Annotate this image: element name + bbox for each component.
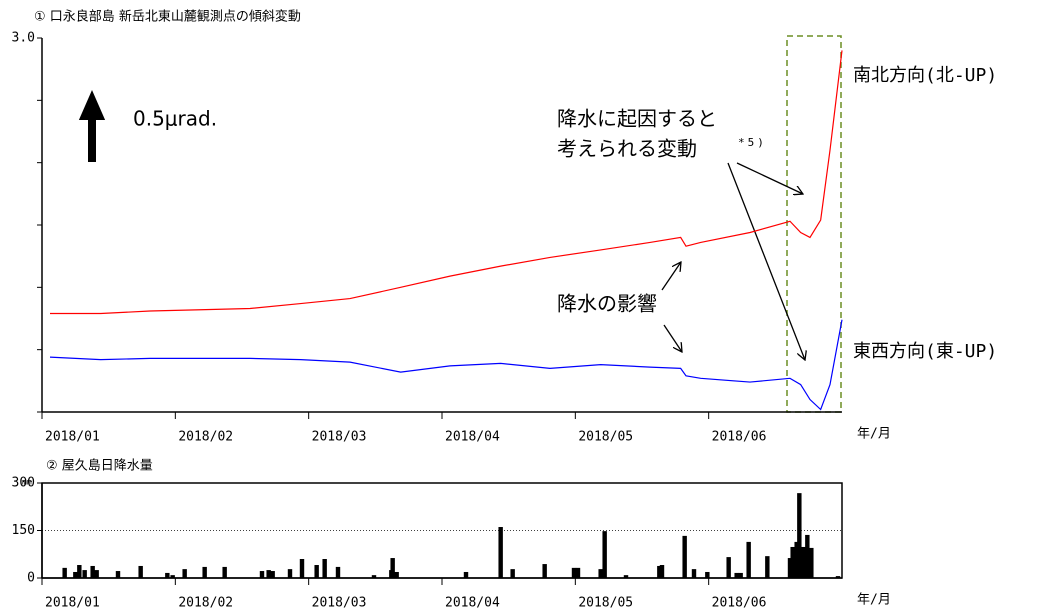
bar	[371, 575, 377, 578]
bar	[270, 571, 275, 578]
bar	[682, 535, 687, 578]
x-tick-label: 2018/01	[45, 596, 100, 610]
bar	[575, 567, 581, 578]
bar	[797, 493, 802, 578]
chart-title: ① 口永良部島 新岳北東山麓観測点の傾斜変動	[34, 9, 301, 25]
bar	[510, 569, 515, 578]
bar	[691, 569, 697, 578]
bar	[787, 558, 793, 578]
bar	[170, 575, 175, 578]
bar	[390, 558, 395, 578]
bar	[73, 571, 78, 578]
bar	[82, 570, 87, 578]
x-tick-label: 2018/02	[178, 596, 233, 610]
plot-frame	[41, 482, 843, 579]
bar	[705, 571, 710, 578]
bar	[657, 565, 662, 578]
annotation: *5)	[738, 136, 767, 149]
x-tick-label: 2018/06	[712, 596, 767, 610]
annotation-arrow	[736, 162, 803, 194]
annotation: 考えられる変動	[557, 137, 697, 161]
bar	[805, 534, 810, 578]
x-tick-label: 2018/04	[445, 430, 500, 445]
bar	[602, 531, 607, 578]
bar	[94, 570, 99, 578]
bar	[801, 546, 806, 578]
bar	[266, 570, 271, 578]
x-tick-label: 2018/05	[578, 430, 633, 445]
bar	[335, 566, 341, 578]
x-axis-label: 年/月	[857, 427, 891, 442]
bar	[726, 557, 731, 578]
x-tick-label: 2018/04	[445, 596, 500, 610]
unit-label: mm	[22, 478, 32, 487]
bar	[794, 541, 799, 578]
bar	[790, 546, 795, 578]
bar	[746, 541, 751, 578]
bar	[138, 565, 143, 578]
bar	[394, 571, 399, 578]
bar	[659, 565, 665, 578]
y-tick-label: 0	[27, 571, 35, 586]
series-label: 東西方向(東-UP)	[853, 341, 997, 362]
y-tick-label: 150	[12, 523, 35, 538]
x-tick-label: 2018/05	[578, 596, 633, 610]
highlight-box	[786, 35, 842, 413]
x-tick-label: 2018/03	[312, 430, 367, 445]
bar	[222, 566, 227, 578]
bar	[165, 572, 170, 578]
bar	[765, 556, 770, 578]
bar	[463, 571, 469, 578]
bar	[498, 527, 503, 578]
bar	[287, 569, 293, 578]
x-tick-label: 2018/01	[45, 430, 100, 445]
bar	[809, 547, 814, 578]
annotation: 降水に起因すると	[557, 107, 717, 131]
bar	[182, 569, 187, 578]
scale-label: 0.5μrad.	[133, 107, 217, 131]
bar	[77, 565, 82, 578]
annotation: 降水の影響	[557, 292, 657, 316]
scale-arrow	[78, 90, 106, 162]
bar	[322, 559, 327, 578]
bar	[738, 572, 743, 578]
annotation-arrow	[727, 162, 805, 360]
line-series	[50, 50, 843, 315]
x-axis-label: 年/月	[857, 593, 891, 608]
chart-title: ② 屋久島日降水量	[46, 459, 153, 474]
annotation-arrow	[661, 262, 681, 291]
bar	[90, 565, 95, 578]
x-tick-label: 2018/06	[712, 430, 767, 445]
x-tick-label: 2018/02	[178, 430, 233, 445]
bar	[598, 569, 603, 578]
y-tick-label: 3.0	[12, 31, 35, 46]
bar	[623, 575, 629, 578]
annotation-arrow	[663, 324, 682, 352]
bar	[259, 571, 265, 578]
bar	[299, 559, 305, 578]
bar	[571, 567, 577, 578]
x-tick-label: 2018/03	[312, 596, 367, 610]
bar	[314, 565, 319, 578]
y-tick-label: 300	[12, 476, 35, 491]
series-label: 南北方向(北-UP)	[853, 65, 997, 86]
bar	[835, 576, 841, 578]
bar	[115, 571, 121, 578]
bar	[542, 564, 547, 578]
bar	[734, 572, 739, 578]
line-series	[49, 319, 843, 411]
bar	[202, 566, 207, 578]
bar	[62, 567, 67, 578]
